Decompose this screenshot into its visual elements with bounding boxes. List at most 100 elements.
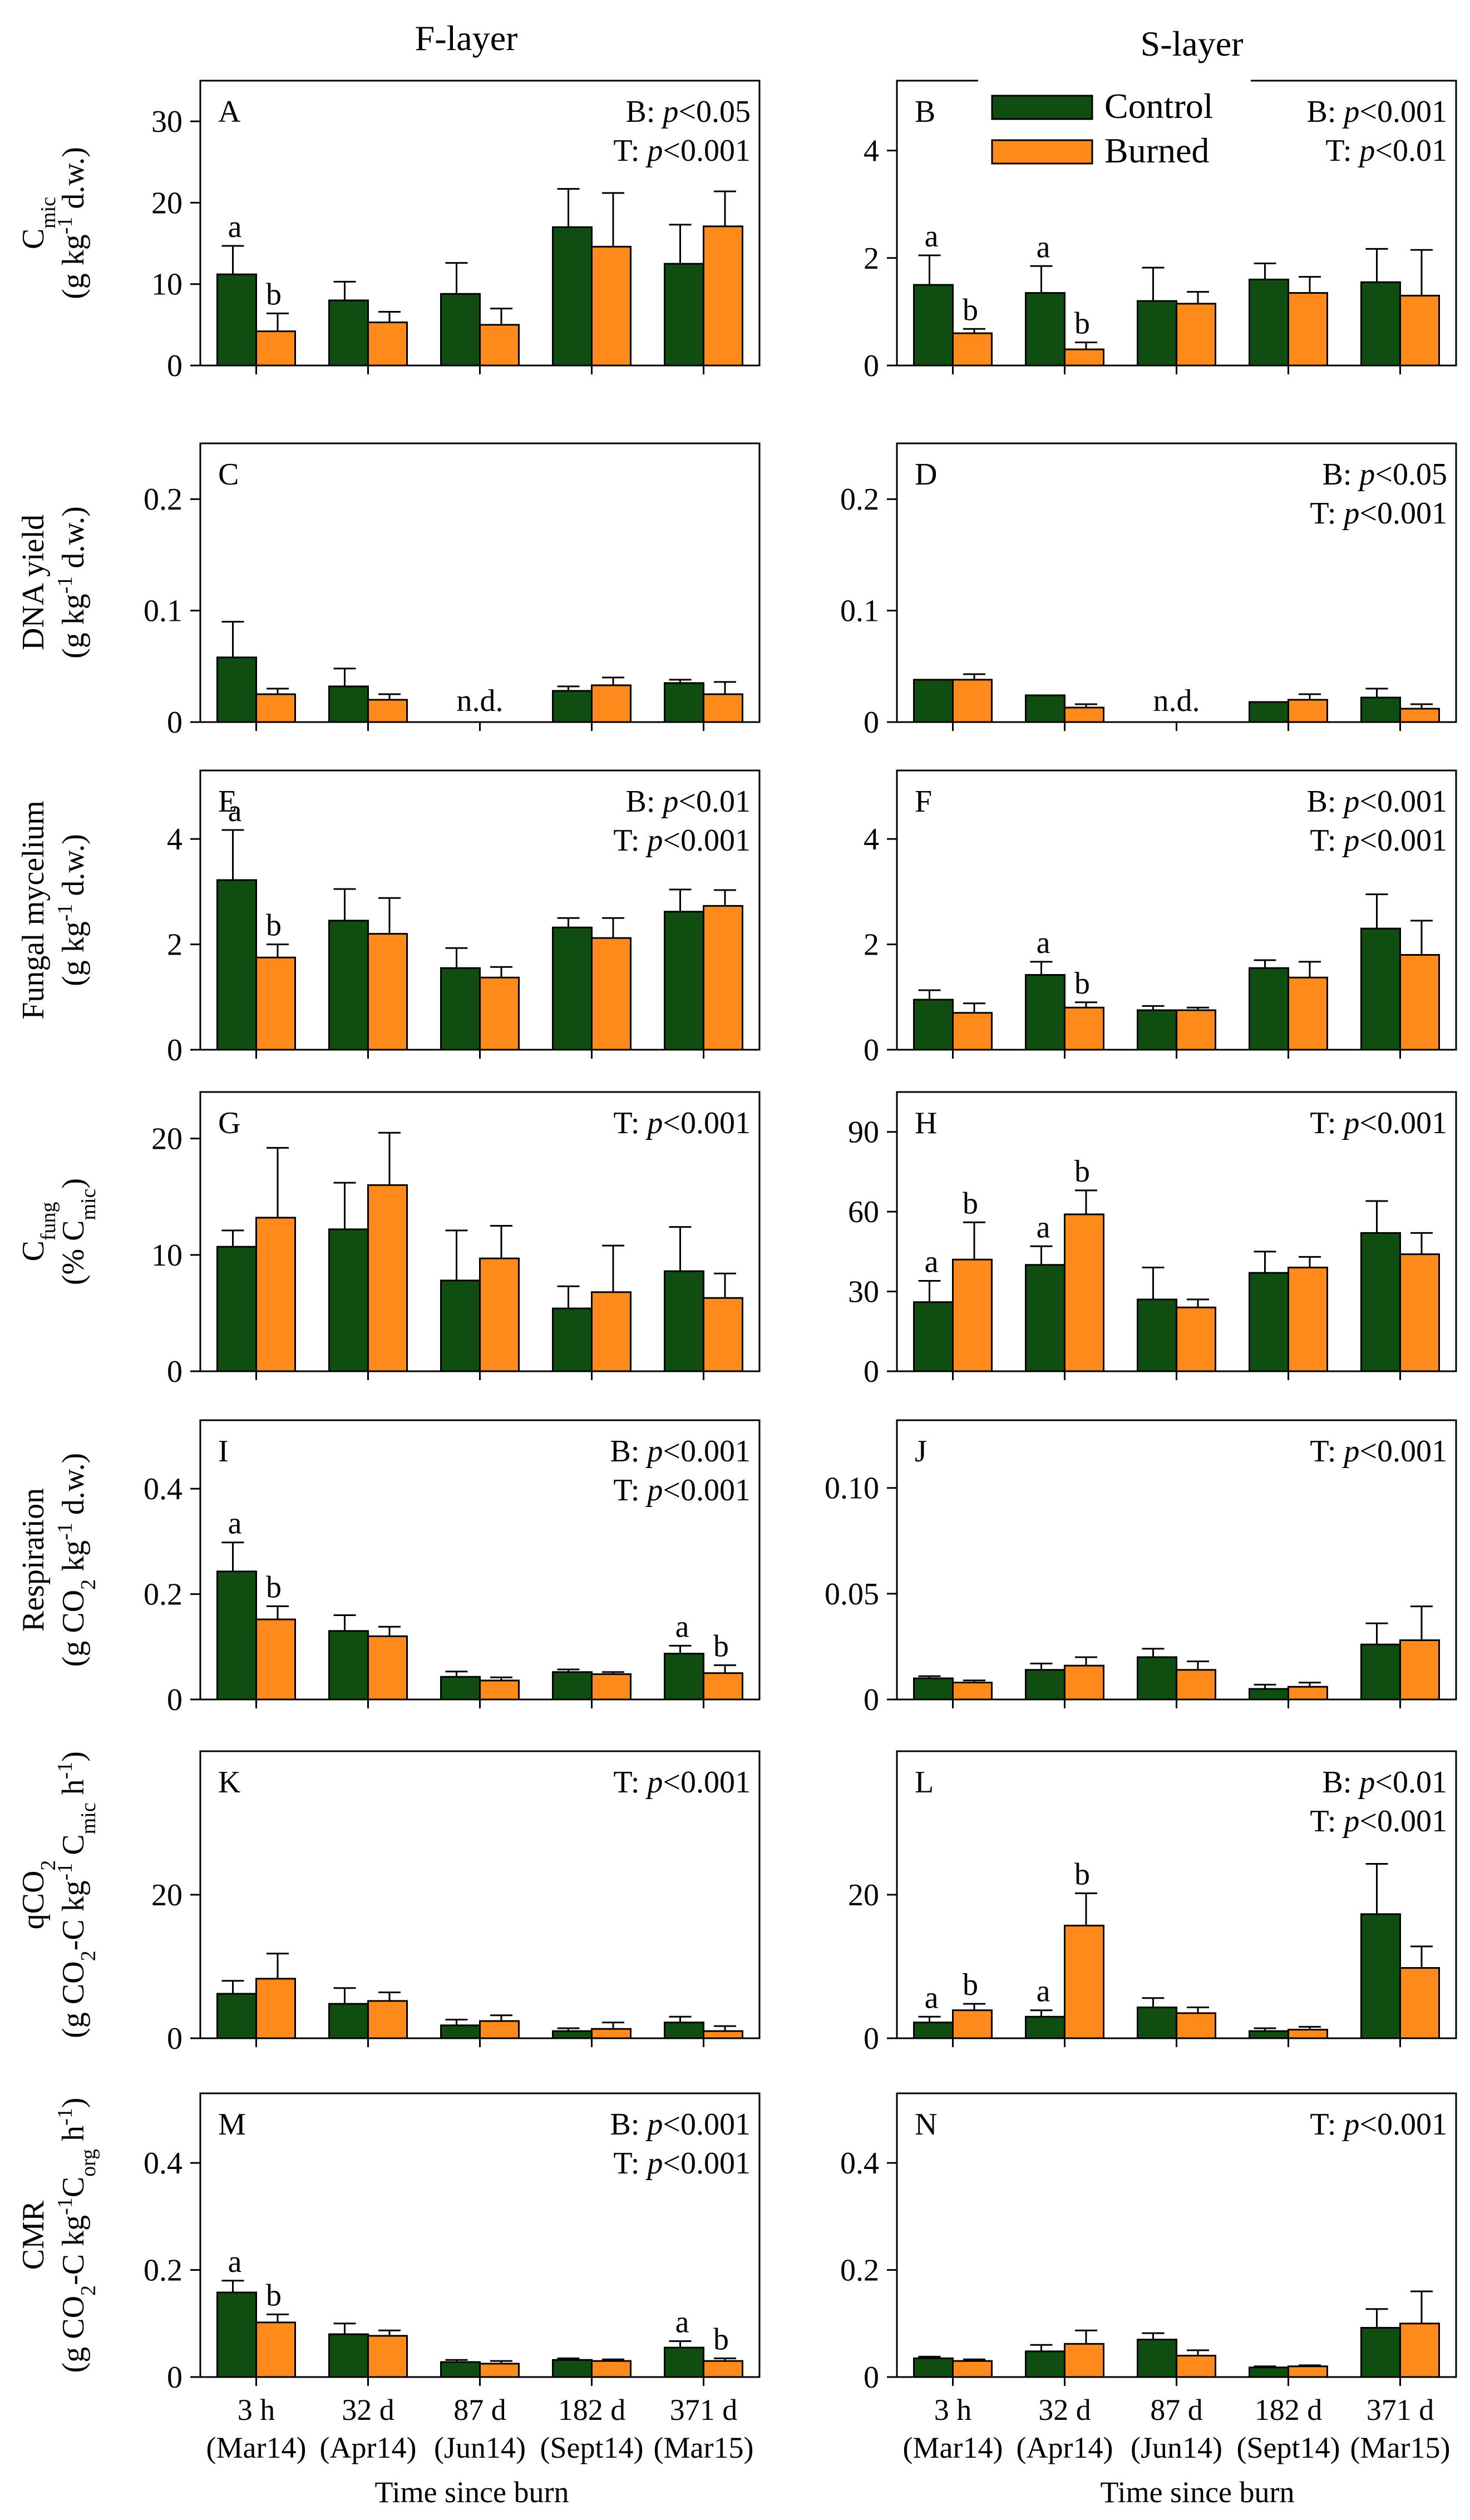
panel-letter: L xyxy=(915,1765,934,1800)
bar-burned-5 xyxy=(1399,1967,1440,2039)
significance-letter: a xyxy=(1037,926,1050,960)
panel-b: 0 2 4 a b a b B B: p<0.001 T: p<0.01 Control Burned xyxy=(864,74,1457,383)
y-axis-label-line: (g kg-1 d.w.) xyxy=(53,506,91,659)
stats-text: B: p<0.001 xyxy=(610,1434,751,1469)
x-tick-label-right: 3 h xyxy=(934,2393,972,2427)
row-label-6: qCO2(g CO2-C kg-1 Cmic h-1) xyxy=(16,1751,100,2038)
stats-text: B: p<0.01 xyxy=(625,784,751,819)
y-tick-label: 0 xyxy=(167,1033,182,1068)
y-tick-label: 0 xyxy=(167,349,182,383)
x-tick-labels-layer: 3 h (Mar14) 32 d (Apr14) 87 d (Jun14) 182 d (Se… xyxy=(206,2393,1451,2464)
panel-letter: D xyxy=(915,457,937,492)
y-tick-label: 0.1 xyxy=(840,594,879,629)
panel-letter: M xyxy=(218,2107,246,2142)
y-tick-label: 10 xyxy=(151,268,182,302)
bar-burned-1 xyxy=(952,1012,993,1051)
panel-n: 0 0.2 0.4 N T: p<0.001 xyxy=(840,2092,1457,2395)
bar-burned-4 xyxy=(1288,1686,1328,1701)
panel-letter: A xyxy=(218,95,241,129)
panel-letter: I xyxy=(218,1434,229,1469)
panel-letter: F xyxy=(915,784,932,819)
y-tick-label: 0 xyxy=(864,705,879,740)
bar-burned-3 xyxy=(479,1679,520,1701)
bar-control-4 xyxy=(1249,2030,1289,2039)
bar-burned-3 xyxy=(479,2363,520,2378)
bar-control-4 xyxy=(1249,701,1289,723)
x-tick-sublabel-right: (Mar14) xyxy=(903,2431,1003,2464)
significance-letter: b xyxy=(713,1629,729,1663)
bar-control-1 xyxy=(216,879,257,1051)
row-label-1: Cmic(g kg-1 d.w.) xyxy=(16,147,91,299)
x-tick-sublabel-right: (Mar15) xyxy=(1350,2431,1451,2464)
significance-letter: b xyxy=(963,1968,978,2002)
bar-burned-2 xyxy=(367,699,408,723)
row-label-2: DNA yield (g kg-1 d.w.) xyxy=(16,506,91,659)
bar-burned-2 xyxy=(1064,1924,1104,2039)
bar-burned-4 xyxy=(1288,292,1328,367)
stats-text: T: p<0.001 xyxy=(1310,1804,1447,1839)
bar-burned-2 xyxy=(1064,1664,1104,1701)
y-tick-label: 0.4 xyxy=(144,2146,182,2181)
bar-burned-2 xyxy=(1064,2343,1104,2378)
y-tick-label: 2 xyxy=(864,241,879,276)
y-axis-label-line: DNA yield xyxy=(16,515,51,650)
bar-burned-4 xyxy=(591,1291,632,1372)
x-tick-sublabel-left: (Sept14) xyxy=(540,2431,644,2464)
bar-control-2 xyxy=(328,920,369,1051)
bar-control-3 xyxy=(1137,2007,1177,2039)
y-tick-label: 20 xyxy=(151,1122,182,1157)
stats-text: T: p<0.001 xyxy=(1310,823,1447,858)
bar-burned-1 xyxy=(255,693,296,723)
stats-text: T: p<0.001 xyxy=(1310,1106,1447,1140)
legend-swatch-control xyxy=(991,95,1093,120)
panel-e: 0 2 4 a b E B: p<0.01 T: p<0.001 xyxy=(167,769,761,1068)
y-tick-label: 90 xyxy=(848,1115,879,1150)
significance-letter: b xyxy=(266,277,282,312)
legend-background xyxy=(978,74,1251,185)
bar-control-5 xyxy=(664,263,704,367)
stats-text: T: p<0.001 xyxy=(1310,2107,1447,2142)
bar-control-5 xyxy=(664,1270,704,1372)
bar-burned-5 xyxy=(703,1672,743,1701)
not-determined-label: n.d. xyxy=(457,684,504,718)
row-label-3: Fungal mycelium (g kg-1 d.w.) xyxy=(16,801,91,1020)
x-tick-sublabel-left: (Jun14) xyxy=(434,2431,526,2464)
x-tick-sublabel-left: (Mar14) xyxy=(206,2431,307,2464)
bar-burned-1 xyxy=(255,1618,296,1701)
bar-burned-5 xyxy=(703,693,743,723)
x-tick-label-left: 3 h xyxy=(238,2393,275,2427)
not-determined-label: n.d. xyxy=(1153,684,1200,718)
y-tick-label: 0.05 xyxy=(825,1577,879,1612)
significance-letter: b xyxy=(1074,966,1090,1001)
bar-control-3 xyxy=(440,1279,481,1372)
bar-burned-2 xyxy=(367,933,408,1051)
y-tick-label: 20 xyxy=(151,186,182,220)
stats-text: T: p<0.001 xyxy=(1310,1434,1447,1469)
y-tick-label: 0.2 xyxy=(840,2254,879,2288)
y-tick-label: 0.4 xyxy=(840,2146,879,2181)
significance-letter: a xyxy=(675,2305,689,2340)
y-tick-label: 0.2 xyxy=(840,482,879,517)
row-label-4: Cfung(% Cmic) xyxy=(16,1178,100,1285)
bar-burned-5 xyxy=(1399,1639,1440,1701)
bar-burned-4 xyxy=(591,2028,632,2039)
y-tick-label: 0 xyxy=(864,1033,879,1068)
y-axis-label-line: Cmic xyxy=(16,197,60,249)
row-labels-layer: Cmic(g kg-1 d.w.)DNA yield (g kg-1 d.w.)F… xyxy=(16,147,100,2373)
bar-burned-4 xyxy=(1288,699,1328,723)
bar-control-4 xyxy=(552,2030,593,2039)
y-tick-label: 2 xyxy=(167,928,182,962)
bar-burned-2 xyxy=(367,1184,408,1372)
y-axis-label-line: Respiration xyxy=(16,1488,51,1632)
bar-control-4 xyxy=(1249,967,1289,1051)
significance-letter: b xyxy=(1074,1857,1090,1891)
bar-control-5 xyxy=(664,911,704,1051)
x-tick-sublabel-right: (Apr14) xyxy=(1017,2431,1113,2464)
y-tick-label: 0 xyxy=(864,2022,879,2056)
significance-letter: b xyxy=(963,293,978,327)
y-tick-label: 0 xyxy=(864,1355,879,1389)
y-axis-label-line: (g kg-1 d.w.) xyxy=(53,834,91,986)
